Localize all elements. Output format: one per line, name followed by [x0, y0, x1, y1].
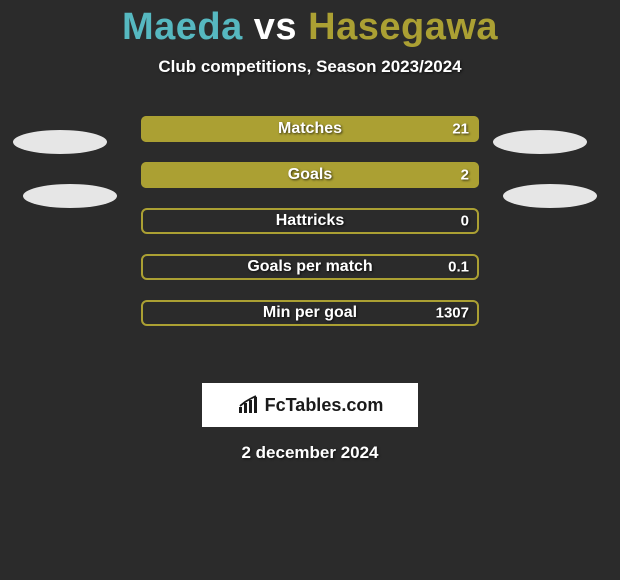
player2-name: Hasegawa [308, 6, 498, 48]
stat-bar-label: Hattricks [141, 212, 479, 230]
stat-bar-row: Min per goal1307 [140, 299, 480, 327]
decor-ellipse-left-bottom [23, 184, 117, 208]
stat-bar-label: Min per goal [141, 304, 479, 322]
player1-name: Maeda [122, 6, 243, 48]
decor-ellipse-right-bottom [503, 184, 597, 208]
stat-bar-value: 21 [452, 121, 469, 138]
stat-bars: Matches21 Goals2 Hattricks0 Goals per match… [140, 115, 480, 345]
stat-bar-value: 2 [461, 167, 469, 184]
brand-text: FcTables.com [265, 395, 384, 416]
stat-bar-value: 0 [461, 213, 469, 230]
stat-bar-row: Hattricks0 [140, 207, 480, 235]
page-title: Maeda vs Hasegawa [0, 0, 620, 49]
stat-bar-value: 0.1 [448, 259, 469, 276]
brand-chart-icon [237, 395, 261, 415]
decor-ellipse-right-top [493, 130, 587, 154]
stat-bar-label: Goals [141, 166, 479, 184]
footer-date: 2 december 2024 [0, 443, 620, 463]
stat-bar-label: Matches [141, 120, 479, 138]
stat-bar-label: Goals per match [141, 258, 479, 276]
stat-bar-row: Matches21 [140, 115, 480, 143]
chart-area: Matches21 Goals2 Hattricks0 Goals per match… [0, 115, 620, 365]
brand-box[interactable]: FcTables.com [202, 383, 418, 427]
decor-ellipse-left-top [13, 130, 107, 154]
vs-separator: vs [254, 6, 297, 48]
subtitle: Club competitions, Season 2023/2024 [0, 57, 620, 77]
stat-bar-row: Goals per match0.1 [140, 253, 480, 281]
stat-bar-row: Goals2 [140, 161, 480, 189]
stat-bar-value: 1307 [436, 305, 469, 322]
